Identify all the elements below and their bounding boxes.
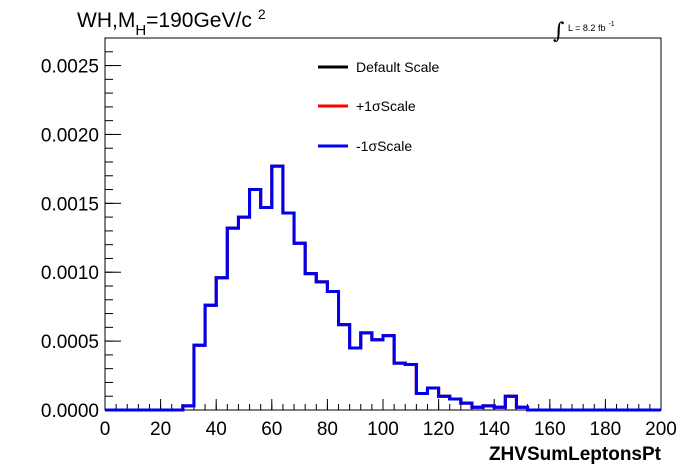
- chart-title-main: WH,M: [77, 9, 135, 32]
- x-tick-label: 20: [150, 419, 171, 440]
- chart-title-rest: =190GeV/c: [146, 9, 252, 32]
- x-tick-label: 160: [534, 419, 566, 440]
- y-tick-label: 0.0005: [41, 332, 99, 353]
- legend-label-default-scale: Default Scale: [356, 59, 439, 75]
- lumi-label-superscript: -1: [608, 21, 614, 28]
- chart-title-subscript: H: [135, 22, 146, 39]
- legend-label-minus-sigma-scale: -1σScale: [356, 138, 412, 154]
- lumi-integral-sign: ∫: [553, 19, 565, 44]
- y-tick-label: 0.0015: [41, 194, 99, 215]
- histogram-series: [105, 164, 661, 412]
- x-tick-label: 140: [478, 419, 510, 440]
- x-tick-label: 100: [367, 419, 399, 440]
- x-tick-label: 180: [590, 419, 622, 440]
- x-axis-label: ZHVSumLeptonsPt: [489, 444, 662, 465]
- x-tick-label: 120: [423, 419, 455, 440]
- chart-title-superscript: 2: [258, 6, 266, 22]
- x-tick-label: 0: [100, 419, 111, 440]
- y-tick-label: 0.0025: [41, 57, 99, 78]
- y-tick-label: 0.0020: [41, 125, 99, 146]
- lumi-label-text: L = 8.2 fb: [568, 23, 605, 33]
- x-tick-label: 200: [645, 419, 677, 440]
- x-tick-label: 60: [261, 419, 282, 440]
- x-tick-label: 40: [206, 419, 227, 440]
- legend-label-plus-sigma-scale: +1σScale: [356, 98, 416, 114]
- legend: Default Scale +1σScale -1σScale: [318, 59, 439, 154]
- y-tick-label: 0.0010: [41, 263, 99, 284]
- y-tick-label: 0.0000: [41, 401, 99, 422]
- lumi-label: L = 8.2 fb -1: [568, 21, 615, 33]
- series-line-2: [105, 164, 661, 412]
- y-axis: 0.0000 0.0005 0.0010 0.0015 0.0020 0.0025: [41, 37, 121, 422]
- x-tick-label: 80: [317, 419, 338, 440]
- chart-title: WH,MH=190GeV/c 2: [77, 6, 266, 39]
